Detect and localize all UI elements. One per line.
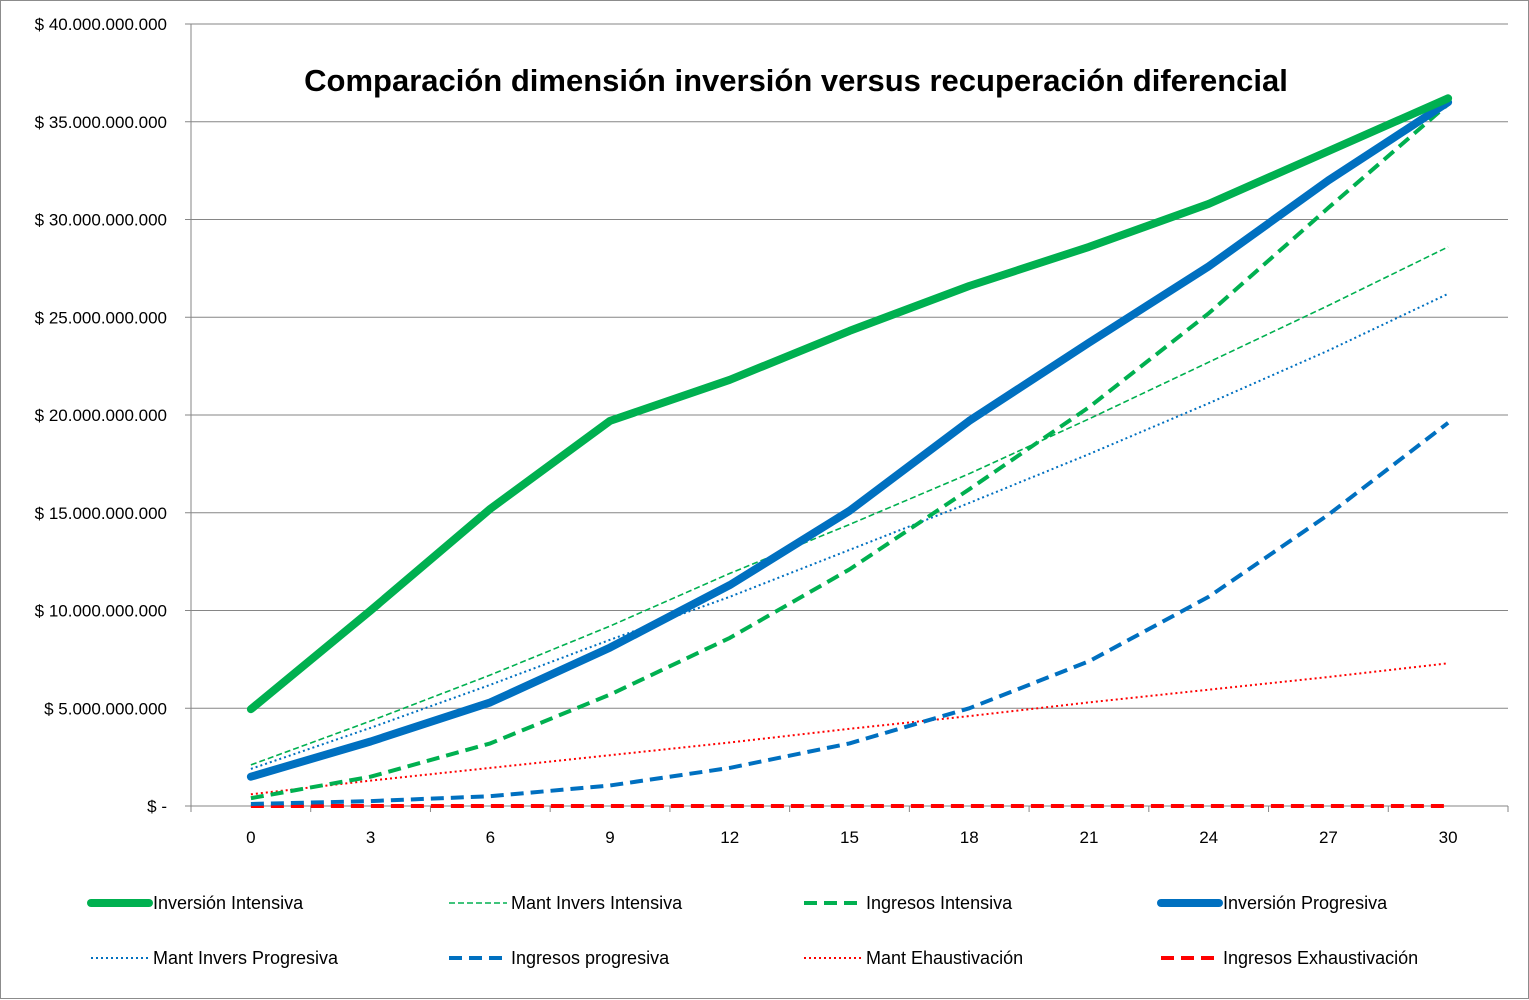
legend-label: Mant Invers Intensiva bbox=[511, 893, 683, 913]
x-tick-label: 0 bbox=[246, 828, 255, 847]
legend-label: Mant Ehaustivación bbox=[866, 948, 1023, 968]
series-line-6 bbox=[250, 662, 1449, 796]
x-tick-label: 15 bbox=[840, 828, 859, 847]
y-axis-ticks: $ - $ 5.000.000.000 $ 10.000.000.000 $ 15.0… bbox=[35, 15, 191, 816]
series-line-3 bbox=[246, 98, 1453, 781]
x-tick-label: 21 bbox=[1079, 828, 1098, 847]
x-tick-label: 6 bbox=[486, 828, 495, 847]
series-line-2 bbox=[250, 102, 1450, 801]
y-tick-label: $ 20.000.000.000 bbox=[35, 406, 167, 425]
y-tick-label: $ 30.000.000.000 bbox=[35, 211, 167, 230]
series-lines bbox=[246, 94, 1453, 808]
y-tick-label: $ 15.000.000.000 bbox=[35, 504, 167, 523]
x-axis-ticks: 0 3 6 9 12 15 18 21 24 27 30 bbox=[190, 806, 1509, 847]
x-tick-label: 3 bbox=[366, 828, 375, 847]
x-tick-label: 30 bbox=[1439, 828, 1458, 847]
x-tick-label: 12 bbox=[720, 828, 739, 847]
chart-title: Comparación dimensión inversión versus r… bbox=[304, 63, 1288, 98]
legend-label: Ingresos Intensiva bbox=[866, 893, 1013, 913]
legend-label: Inversión Intensiva bbox=[153, 893, 304, 913]
x-tick-label: 18 bbox=[960, 828, 979, 847]
legend-label: Ingresos Exhaustivación bbox=[1223, 948, 1418, 968]
legend-label: Ingresos progresiva bbox=[511, 948, 670, 968]
legend-label: Mant Invers Progresiva bbox=[153, 948, 339, 968]
y-tick-label: $ 40.000.000.000 bbox=[35, 15, 167, 34]
y-tick-label: $ 10.000.000.000 bbox=[35, 602, 167, 621]
legend: Inversión Intensiva Mant Invers Intensiva… bbox=[87, 893, 1418, 968]
x-tick-label: 24 bbox=[1199, 828, 1218, 847]
gridlines bbox=[191, 23, 1508, 709]
series-line-0 bbox=[246, 94, 1453, 714]
y-tick-label: $ 35.000.000.000 bbox=[35, 113, 167, 132]
series-line-5 bbox=[250, 421, 1450, 806]
y-tick-label: $ 25.000.000.000 bbox=[35, 308, 167, 327]
y-tick-label: $ 5.000.000.000 bbox=[44, 699, 167, 718]
x-tick-label: 27 bbox=[1319, 828, 1338, 847]
series-line-4 bbox=[250, 292, 1449, 770]
legend-label: Inversión Progresiva bbox=[1223, 893, 1388, 913]
series-line-1 bbox=[250, 246, 1449, 766]
y-tick-label: $ - bbox=[147, 797, 167, 816]
x-tick-label: 9 bbox=[605, 828, 614, 847]
